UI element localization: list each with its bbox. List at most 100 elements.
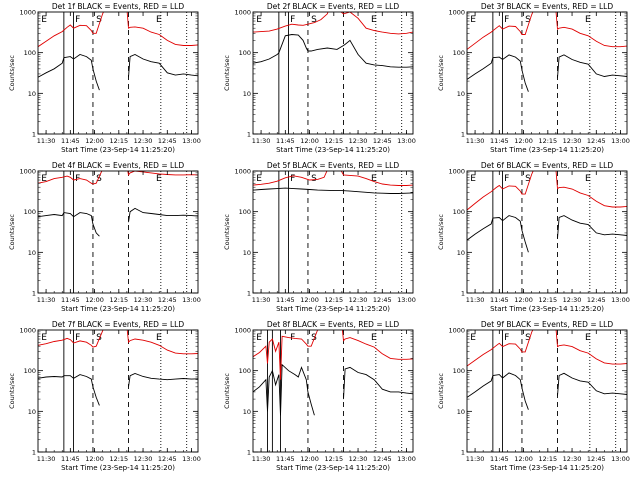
plot-frame <box>466 11 628 135</box>
x-tick-label: 12:15 <box>324 455 343 463</box>
y-axis-label: Counts/sec <box>437 373 445 409</box>
x-axis-label: Start Time (23-Sep-14 11:25:20) <box>61 464 175 472</box>
x-tick-label: 13:00 <box>397 296 416 304</box>
y-tick-label: 1 <box>247 131 251 139</box>
y-tick-label: 1000 <box>234 327 251 335</box>
x-axis-label: Start Time (23-Sep-14 11:25:20) <box>490 305 604 313</box>
y-tick-label: 10 <box>457 90 465 98</box>
y-tick-label: 100 <box>453 208 465 216</box>
series-lld-line <box>253 12 413 35</box>
x-tick-label: 11:30 <box>37 455 56 463</box>
x-tick-label: 13:00 <box>182 137 201 145</box>
x-tick-label: 11:45 <box>61 296 80 304</box>
y-tick-label: 100 <box>453 49 465 57</box>
region-label: E <box>470 15 476 25</box>
panel-title: Det 7f BLACK = Events, RED = LLD <box>52 320 185 329</box>
panel-title: Det 4f BLACK = Events, RED = LLD <box>52 161 185 170</box>
x-tick-label: 12:00 <box>85 296 104 304</box>
panel-9: Det 9f BLACK = Events, RED = LLD E F S E 11:3… <box>437 320 630 472</box>
y-tick-label: 10 <box>243 249 251 257</box>
plot-frame <box>466 329 628 453</box>
region-label: E <box>41 15 47 25</box>
y-axis-label: Counts/sec <box>437 214 445 250</box>
panel-3: Det 3f BLACK = Events, RED = LLD E F S E 11:3… <box>437 2 630 154</box>
x-tick-label: 12:30 <box>134 137 153 145</box>
y-tick-label: 1000 <box>19 327 36 335</box>
x-tick-label: 11:30 <box>37 296 56 304</box>
x-axis-label: Start Time (23-Sep-14 11:25:20) <box>61 305 175 313</box>
region-label: E <box>256 333 262 343</box>
panel-title: Det 3f BLACK = Events, RED = LLD <box>481 2 614 11</box>
plot-frame <box>252 11 414 135</box>
x-tick-label: 11:45 <box>276 296 295 304</box>
region-label: E <box>371 174 377 184</box>
panel-title: Det 8f BLACK = Events, RED = LLD <box>267 320 400 329</box>
x-tick-label: 12:45 <box>158 296 177 304</box>
x-tick-label: 13:00 <box>397 137 416 145</box>
x-tick-label: 12:45 <box>587 455 606 463</box>
y-tick-label: 1 <box>32 131 36 139</box>
series-lld-line <box>38 171 198 185</box>
x-axis-label: Start Time (23-Sep-14 11:25:20) <box>490 146 604 154</box>
region-label: E <box>585 333 591 343</box>
y-tick-label: 10 <box>28 249 36 257</box>
series-lld-line <box>467 330 627 367</box>
series-events-line <box>467 372 627 410</box>
x-tick-label: 12:00 <box>514 137 533 145</box>
y-axis-label: Counts/sec <box>223 214 231 250</box>
panel-title: Det 1f BLACK = Events, RED = LLD <box>52 2 185 11</box>
x-tick-label: 13:00 <box>182 455 201 463</box>
region-label: S <box>311 174 317 184</box>
series-events-line <box>467 215 627 253</box>
x-tick-label: 11:30 <box>466 455 485 463</box>
y-tick-label: 100 <box>24 208 36 216</box>
x-tick-label: 12:00 <box>85 455 104 463</box>
x-tick-label: 12:00 <box>85 137 104 145</box>
plot-frame <box>252 329 414 453</box>
y-axis-label: Counts/sec <box>223 373 231 409</box>
region-label: E <box>470 174 476 184</box>
series-events-line <box>253 187 413 194</box>
y-tick-label: 1000 <box>448 168 465 176</box>
x-tick-label: 12:45 <box>373 455 392 463</box>
region-label: F <box>290 15 295 25</box>
y-tick-label: 10 <box>243 90 251 98</box>
x-tick-label: 12:30 <box>134 455 153 463</box>
x-tick-label: 11:30 <box>252 455 271 463</box>
series-lld-line <box>38 12 198 48</box>
y-tick-label: 1 <box>32 290 36 298</box>
x-tick-label: 11:45 <box>490 137 509 145</box>
x-tick-label: 12:00 <box>300 137 319 145</box>
x-tick-label: 12:15 <box>109 137 128 145</box>
region-label: E <box>371 333 377 343</box>
region-label: E <box>156 174 162 184</box>
region-label: E <box>585 174 591 184</box>
region-label: S <box>96 15 102 25</box>
x-tick-label: 12:30 <box>349 296 368 304</box>
y-tick-label: 1000 <box>448 327 465 335</box>
x-tick-label: 12:15 <box>109 455 128 463</box>
y-axis-label: Counts/sec <box>437 55 445 91</box>
x-tick-label: 13:00 <box>397 455 416 463</box>
y-tick-label: 10 <box>28 90 36 98</box>
x-tick-label: 12:00 <box>300 455 319 463</box>
y-axis-label: Counts/sec <box>8 55 16 91</box>
panel-title: Det 5f BLACK = Events, RED = LLD <box>267 161 400 170</box>
y-tick-label: 1000 <box>448 9 465 17</box>
y-tick-label: 1 <box>247 290 251 298</box>
y-tick-label: 1000 <box>19 168 36 176</box>
y-tick-label: 100 <box>239 367 251 375</box>
x-axis-label: Start Time (23-Sep-14 11:25:20) <box>276 464 390 472</box>
region-label: E <box>256 174 262 184</box>
y-tick-label: 1 <box>461 449 465 457</box>
panel-1: Det 1f BLACK = Events, RED = LLD E F S E 11:3… <box>8 2 201 154</box>
x-tick-label: 11:45 <box>61 455 80 463</box>
x-tick-label: 12:45 <box>587 296 606 304</box>
panel-5: Det 5f BLACK = Events, RED = LLD E F S E 11:3… <box>223 161 416 313</box>
region-label: E <box>256 15 262 25</box>
series-events-line <box>467 54 627 92</box>
